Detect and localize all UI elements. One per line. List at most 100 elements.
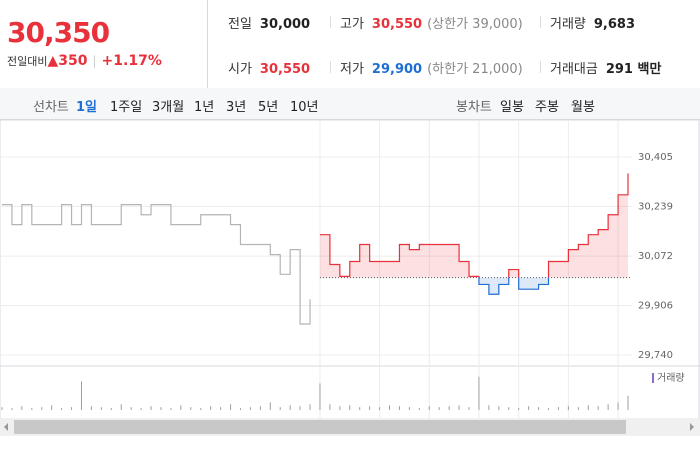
tab[interactable]: 5년 (258, 100, 279, 115)
volume-bar (170, 408, 172, 410)
tab-group-label: 봉차트 (456, 100, 492, 115)
tab-bar: 선차트 1일 1주일 3개월 1년 3년 5년 10년 봉차트 일봉 주봉 월봉 (0, 88, 700, 120)
volume-bar (230, 404, 232, 410)
volume-bar (319, 383, 321, 410)
volume-bar (577, 407, 579, 410)
volume-bar (329, 404, 331, 410)
volume-bar (249, 407, 251, 410)
volume-bar (587, 405, 589, 410)
divider (540, 61, 541, 73)
volume-bar (11, 408, 13, 410)
volume-bar (508, 407, 510, 410)
volume-bar (617, 402, 619, 410)
volume-bar (418, 408, 420, 410)
tab[interactable]: 주봉 (535, 100, 559, 115)
volume-bar (120, 404, 122, 410)
stat-value: 291 백만 (605, 62, 662, 77)
stat-value: 30,000 (259, 17, 311, 32)
volume-bar (61, 408, 63, 410)
stat-label: 시가 (228, 62, 252, 77)
volume-bar (548, 408, 550, 410)
volume-bar (259, 406, 261, 410)
tab[interactable]: 월봉 (571, 100, 595, 115)
volume-bar (478, 376, 480, 410)
volume-bar (21, 406, 23, 410)
change: 전일대비▲350 | +1.17% (7, 53, 162, 69)
stat-label: 저가 (340, 62, 364, 77)
volume-bar (518, 408, 520, 410)
divider (540, 16, 541, 28)
stat-label: 거래대금 (550, 62, 598, 77)
stat-note: (하한가 21,000) (427, 62, 523, 77)
volume-bar (51, 405, 53, 410)
volume-bar (31, 408, 33, 410)
volume-bar (239, 408, 241, 410)
volume-bar (220, 407, 222, 410)
volume-bar (190, 407, 192, 410)
volume-bar (607, 404, 609, 410)
change-value: 350 (58, 53, 88, 69)
change-label: 전일대비 (7, 55, 48, 68)
volume-bar (359, 407, 361, 410)
y-tick-label: 30,405 (638, 152, 673, 163)
stat-value: 29,900 (371, 62, 423, 77)
scrollbar-thumb (14, 420, 626, 434)
tab[interactable]: 1일 (76, 100, 98, 115)
volume-bar (140, 408, 142, 410)
stat-value: 30,550 (371, 17, 423, 32)
area (319, 173, 628, 295)
stat: 저가 29,900 (하한가 21,000) (340, 58, 523, 77)
volume-bar (309, 404, 311, 410)
stat-label: 거래량 (550, 17, 586, 32)
volume-bar (100, 407, 102, 410)
volume-bar (210, 406, 212, 410)
price-box: 30,350 전일대비▲350 | +1.17% (0, 0, 208, 88)
tab-group-label: 선차트 (33, 100, 69, 115)
tab[interactable]: 3개월 (152, 100, 185, 115)
volume-bar (349, 405, 351, 410)
volume-bar (498, 406, 500, 410)
volume-bar (1, 407, 3, 410)
tab[interactable]: 일봉 (500, 100, 524, 115)
volume-bar (488, 405, 490, 410)
tab[interactable]: 10년 (290, 100, 319, 115)
volume-bar (438, 407, 440, 410)
stat-label: 고가 (340, 17, 364, 32)
volume-bar (538, 407, 540, 410)
volume-bar (339, 406, 341, 410)
stat-note: (상한가 39,000) (427, 17, 523, 32)
stat: 시가 30,550 (228, 58, 310, 77)
tab[interactable]: 1주일 (110, 100, 143, 115)
volume-bar (200, 408, 202, 410)
summary: 30,350 전일대비▲350 | +1.17% 전일 30,000 고가 30,550 (… (0, 0, 700, 89)
stat: 거래대금 291 백만 (550, 58, 661, 77)
volume-bar (448, 406, 450, 410)
divider (330, 61, 331, 73)
stat-value: 30,550 (259, 62, 311, 77)
volume-bar (627, 395, 629, 410)
volume-bar (71, 407, 73, 410)
volume-bar (180, 405, 182, 410)
tab[interactable]: 3년 (226, 100, 247, 115)
volume-bar (597, 406, 599, 410)
volume-bar (389, 405, 391, 410)
volume-bar (110, 408, 112, 410)
volume-bar (408, 407, 410, 410)
volume-bar (398, 406, 400, 410)
y-tick-label: 30,072 (638, 251, 673, 262)
stat: 고가 30,550 (상한가 39,000) (340, 13, 523, 32)
tab[interactable]: 1년 (194, 100, 215, 115)
stat-value: 9,683 (593, 17, 636, 32)
scroll-left (4, 423, 8, 431)
volume-bar (369, 406, 371, 410)
line (2, 204, 311, 325)
volume-bar (90, 406, 92, 410)
change-pct: +1.17% (101, 53, 162, 69)
line (319, 173, 629, 295)
y-tick-label: 29,740 (638, 350, 673, 361)
divider (330, 16, 331, 28)
stat: 거래량 9,683 (550, 13, 635, 32)
volume-bar (557, 407, 559, 410)
price: 30,350 (7, 16, 110, 49)
